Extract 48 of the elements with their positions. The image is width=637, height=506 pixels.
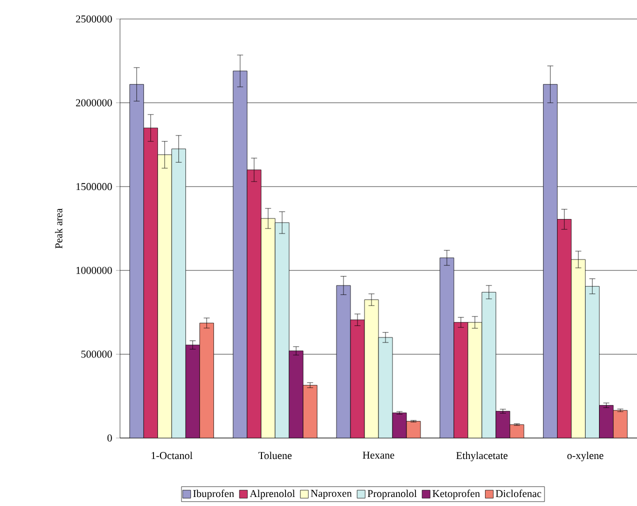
x-tick-label: 1-Octanol (152, 452, 192, 460)
bar (571, 259, 586, 438)
legend-label: Ibuprofen (193, 490, 234, 500)
bar (378, 337, 393, 438)
bar (200, 322, 214, 438)
bar (482, 292, 496, 438)
bar (350, 320, 365, 438)
bar (440, 258, 454, 438)
bar (364, 300, 379, 438)
y-tick-label: 1000000 (76, 266, 112, 274)
bar (172, 148, 186, 438)
bar (543, 84, 558, 438)
legend-label: Diclofenac (496, 490, 542, 498)
x-tick-label: Ethylacetate (456, 452, 508, 462)
bar (468, 322, 482, 438)
legend-label: Alprenolol (250, 490, 295, 500)
bar (302, 385, 318, 438)
bar (585, 286, 600, 438)
bar (144, 128, 158, 438)
bar (496, 410, 510, 438)
y-tick-label: 2500000 (76, 15, 112, 23)
bar (599, 405, 614, 438)
y-tick-label: 500000 (81, 350, 112, 358)
legend-label: Propranolol (368, 490, 417, 500)
bar (232, 70, 248, 438)
x-tick-label: Toluene (258, 452, 292, 460)
y-tick-label: 0 (107, 434, 112, 442)
bar (288, 350, 304, 438)
bar (336, 285, 351, 438)
legend-label: Naproxen (310, 490, 352, 500)
x-tick-label: o-xylene (567, 452, 604, 462)
x-tick-label: Hexane (362, 452, 394, 459)
y-axis-title: Peak area (54, 208, 62, 248)
bar (130, 84, 144, 438)
bar (158, 154, 172, 438)
bar (392, 412, 407, 438)
bar (406, 421, 421, 438)
bar (246, 170, 262, 438)
y-tick-label: 2000000 (76, 99, 112, 106)
bar (510, 424, 524, 438)
y-tick-label: 1500000 (76, 183, 112, 190)
bar (186, 344, 200, 438)
bar (260, 218, 276, 438)
bar (274, 222, 290, 438)
bar (454, 322, 468, 438)
legend-label: Ketoprofen (432, 490, 480, 500)
bar (613, 410, 628, 438)
bar (557, 219, 572, 438)
